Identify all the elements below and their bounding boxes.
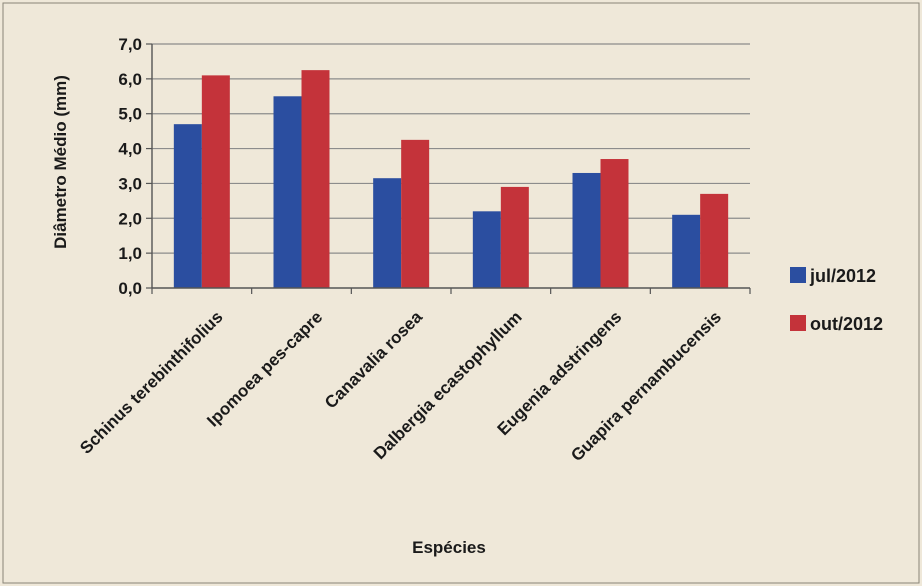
bar-out-2012 bbox=[301, 70, 330, 289]
y-tick-label: 5,0 bbox=[118, 105, 142, 124]
x-axis-title: Espécies bbox=[412, 538, 486, 557]
y-tick-label: 0,0 bbox=[118, 279, 142, 298]
bar-out-2012 bbox=[500, 186, 529, 288]
legend-swatch bbox=[790, 315, 806, 331]
y-tick-label: 7,0 bbox=[118, 35, 142, 54]
y-axis-title: Diâmetro Médio (mm) bbox=[51, 75, 70, 249]
y-tick-label: 1,0 bbox=[118, 244, 142, 263]
bar-out-2012 bbox=[700, 193, 729, 288]
bar-out-2012 bbox=[201, 75, 230, 288]
bars bbox=[173, 70, 729, 289]
bar-jul-2012 bbox=[572, 172, 601, 288]
legend-swatch bbox=[790, 267, 806, 283]
bar-jul-2012 bbox=[173, 124, 202, 289]
bar-jul-2012 bbox=[273, 96, 302, 289]
bar-jul-2012 bbox=[373, 178, 402, 288]
bar-jul-2012 bbox=[672, 214, 701, 288]
x-category-label: Ipomoea pes-capre bbox=[203, 307, 326, 430]
y-tick-labels: 0,0 1,0 2,0 3,0 4,0 5,0 6,0 7,0 bbox=[118, 35, 142, 298]
legend-label: out/2012 bbox=[810, 314, 883, 334]
y-tick-label: 2,0 bbox=[118, 209, 142, 228]
legend-label: jul/2012 bbox=[809, 266, 876, 286]
x-category-label: Canavalia rosea bbox=[321, 307, 426, 412]
bar-out-2012 bbox=[401, 139, 430, 288]
y-tick-label: 4,0 bbox=[118, 140, 142, 159]
y-tick-label: 3,0 bbox=[118, 174, 142, 193]
grid-lines bbox=[146, 43, 750, 289]
axes bbox=[151, 44, 751, 294]
x-category-label: Schinus terebinthifolius bbox=[76, 307, 226, 457]
bar-jul-2012 bbox=[472, 211, 501, 288]
bar-out-2012 bbox=[600, 159, 629, 288]
y-tick-label: 6,0 bbox=[118, 70, 142, 89]
legend: jul/2012 out/2012 bbox=[790, 266, 883, 334]
